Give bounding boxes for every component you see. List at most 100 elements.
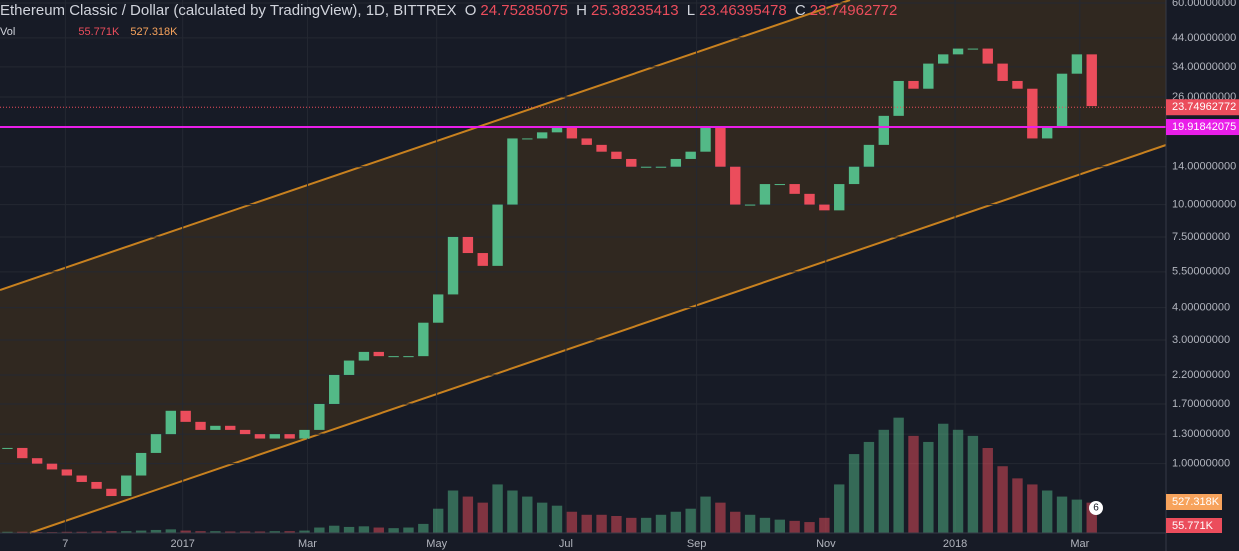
vol-value: 55.771K xyxy=(78,26,120,38)
candle xyxy=(878,115,889,145)
symbol: Ethereum Classic / Dollar (calculated by… xyxy=(0,2,457,19)
volume-bar xyxy=(566,511,578,533)
volume-bar xyxy=(492,484,503,533)
volume-bar xyxy=(329,525,340,533)
y-tick-label: 60.00000000 xyxy=(1172,0,1236,9)
y-tick-label: 3.00000000 xyxy=(1172,334,1230,346)
volume-bar xyxy=(17,531,28,533)
badge xyxy=(1089,501,1103,515)
candle xyxy=(507,138,518,205)
volume-bar xyxy=(581,514,592,533)
volume-bar xyxy=(908,435,919,533)
volume-bar xyxy=(952,429,964,533)
ohlc-label: H xyxy=(576,2,588,19)
volume-bar xyxy=(893,417,904,533)
candle xyxy=(1041,126,1053,139)
candle xyxy=(432,294,444,323)
candle xyxy=(596,144,607,152)
candle xyxy=(997,63,1008,81)
price-tag xyxy=(1166,99,1239,116)
candle xyxy=(819,204,830,211)
candle xyxy=(834,184,845,211)
candle xyxy=(106,488,117,497)
volume-bar xyxy=(640,517,652,533)
volume-bar xyxy=(358,526,370,533)
candle xyxy=(358,351,370,361)
candle xyxy=(225,425,236,430)
candle xyxy=(640,166,652,168)
volume-bar xyxy=(923,441,934,533)
volume-bar xyxy=(596,514,607,533)
volume-bar xyxy=(1071,499,1083,533)
y-tick-label: 34.00000000 xyxy=(1172,61,1236,73)
volume-bar xyxy=(819,517,830,533)
volume-bar xyxy=(106,531,117,533)
vol-label: Vol xyxy=(0,26,16,38)
candle xyxy=(893,80,904,116)
candle xyxy=(418,322,429,357)
x-tick-label: 2017 xyxy=(170,538,194,550)
candle xyxy=(477,253,488,266)
candle xyxy=(581,138,592,145)
candle xyxy=(269,434,280,439)
volume-bar xyxy=(135,530,147,533)
volume-bar xyxy=(937,423,949,533)
candle xyxy=(2,447,13,449)
candle xyxy=(254,434,266,439)
volume-bar xyxy=(225,531,236,533)
x-tick-label: Mar xyxy=(1070,538,1089,550)
volume-legend: Vol 55.771K 527.318K xyxy=(0,26,178,38)
x-tick-label: 7 xyxy=(62,538,68,550)
candle xyxy=(774,184,786,186)
volume-bar xyxy=(180,530,191,533)
volume-bar xyxy=(165,529,177,533)
candle xyxy=(210,425,221,430)
candle xyxy=(789,184,800,194)
candle xyxy=(373,351,384,357)
ohlc-value: 23.74962772 xyxy=(809,2,898,19)
candle xyxy=(284,434,295,439)
candle xyxy=(670,158,682,167)
candle xyxy=(685,151,696,159)
volume-bar xyxy=(670,511,682,533)
candle xyxy=(17,447,28,459)
volume-tag xyxy=(1166,494,1222,510)
candle xyxy=(91,481,102,489)
volume-bar xyxy=(848,454,860,533)
candle xyxy=(165,410,177,435)
volume-bar xyxy=(774,519,786,533)
volume-bar xyxy=(254,531,266,533)
volume-bar xyxy=(685,508,696,533)
candle xyxy=(611,151,622,159)
volume-bar xyxy=(2,531,13,533)
volume-bar xyxy=(522,496,533,533)
candle xyxy=(655,166,667,168)
candle xyxy=(343,360,355,375)
volume-bar xyxy=(373,527,384,533)
channel-fill xyxy=(0,0,1166,533)
volume-bar xyxy=(967,435,979,533)
volume-bar xyxy=(314,527,325,533)
candle xyxy=(447,236,459,295)
y-tick-label: 1.30000000 xyxy=(1172,428,1230,440)
level-tag xyxy=(1166,119,1239,136)
volume-bar xyxy=(700,496,711,533)
volume-bar xyxy=(626,517,637,533)
y-tick-label: 14.00000000 xyxy=(1172,161,1236,173)
x-tick-label: May xyxy=(426,538,447,550)
candle xyxy=(462,236,474,254)
x-tick-label: 2018 xyxy=(943,538,967,550)
candle xyxy=(1086,54,1097,107)
candle xyxy=(522,138,533,140)
channel-lower xyxy=(29,144,1167,534)
candle xyxy=(329,374,340,404)
candle xyxy=(804,193,815,205)
volume-bar xyxy=(536,502,548,533)
volume-bar xyxy=(91,531,102,533)
candle xyxy=(76,475,87,482)
candle xyxy=(492,204,503,266)
volume-tag-text: 527.318K xyxy=(1172,496,1220,508)
candle xyxy=(982,48,993,64)
